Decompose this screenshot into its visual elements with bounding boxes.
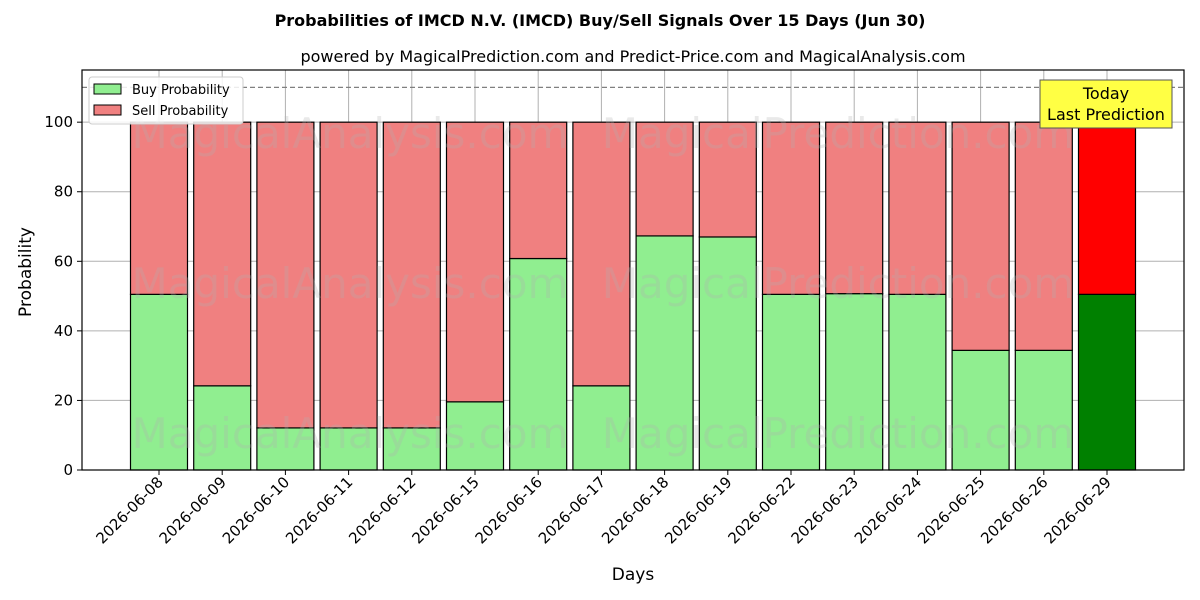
x-tick-label: 2026-06-17 <box>535 473 609 547</box>
sell-bar <box>635 121 694 237</box>
watermark-text: MagicalAnalysis.com <box>132 409 569 458</box>
sell-bar <box>698 121 757 238</box>
today-annotation-text: Last Prediction <box>1047 105 1165 124</box>
sell-bar <box>825 121 884 295</box>
buy-bar <box>509 257 568 471</box>
chart-subtitle: powered by MagicalPrediction.com and Pre… <box>300 47 965 66</box>
legend-box <box>88 76 244 125</box>
watermark-layer: MagicalAnalysis.com MagicalPrediction.com… <box>132 109 1075 458</box>
buy-bar <box>445 401 505 471</box>
y-axis-label: Probability <box>16 227 36 317</box>
x-tick-label: 2026-06-19 <box>661 473 735 547</box>
x-tick-label: 2026-06-29 <box>1040 473 1114 547</box>
x-tick-label: 2026-06-09 <box>156 473 230 547</box>
buy-bar <box>888 293 947 471</box>
y-tick-label: 80 <box>54 183 73 201</box>
buy-bar <box>761 293 821 471</box>
x-tick-label: 2026-06-26 <box>977 473 1051 547</box>
watermark-text: MagicalPrediction.com <box>602 109 1075 158</box>
sell-bar <box>951 121 1010 351</box>
sell-bar <box>1077 121 1137 295</box>
legend-swatch <box>93 83 122 95</box>
legend-swatch <box>93 104 122 116</box>
bars-layer <box>82 86 1184 471</box>
sell-bar <box>193 121 252 387</box>
sell-bar <box>572 121 631 387</box>
legend-label: Sell Probability <box>132 104 229 119</box>
sell-bar <box>761 121 821 295</box>
legend: Buy Probability Sell Probability <box>88 76 244 125</box>
buy-bar <box>572 385 631 471</box>
x-tick-label: 2026-06-24 <box>851 473 925 547</box>
today-annotation-box <box>1039 79 1173 129</box>
axes-layer <box>81 69 1185 471</box>
x-axis-label: Days <box>612 565 655 585</box>
x-tick-label: 2026-06-16 <box>472 473 546 547</box>
x-tick-label: 2026-06-25 <box>914 473 988 547</box>
x-tick-label: 2026-06-18 <box>598 473 672 547</box>
x-tick-label: 2026-06-15 <box>408 473 482 547</box>
sell-bar <box>256 121 315 429</box>
sell-bar <box>888 121 947 295</box>
buy-bar <box>1077 293 1137 471</box>
today-annotation-text: Today <box>1082 84 1129 103</box>
sell-bar <box>445 121 505 403</box>
buy-bar <box>635 235 694 471</box>
x-tick-label: 2026-06-22 <box>724 473 798 547</box>
legend-label: Buy Probability <box>132 83 230 98</box>
sell-bar <box>382 121 441 429</box>
y-tick-label: 0 <box>63 461 73 479</box>
x-tick-label: 2026-06-08 <box>92 473 166 547</box>
y-tick-label: 40 <box>54 322 73 340</box>
annotation-layer: Today Last Prediction <box>1039 79 1173 129</box>
buy-bar <box>382 427 441 471</box>
x-tick-label: 2026-06-12 <box>345 473 419 547</box>
watermark-text: MagicalPrediction.com <box>602 409 1075 458</box>
y-tick-label: 60 <box>54 252 73 270</box>
plot-frame <box>81 69 1185 471</box>
x-tick-label: 2026-06-10 <box>219 473 293 547</box>
sell-bar <box>129 121 189 295</box>
buy-bar <box>256 427 315 471</box>
watermark-text: MagicalPrediction.com <box>602 259 1075 308</box>
x-tick-label: 2026-06-11 <box>282 473 356 547</box>
y-tick-label: 20 <box>54 391 73 409</box>
sell-bar <box>319 121 378 429</box>
buy-bar <box>193 385 252 471</box>
x-tick-label: 2026-06-23 <box>788 473 862 547</box>
y-tick-label: 100 <box>44 113 73 131</box>
watermark-text: MagicalAnalysis.com <box>132 259 569 308</box>
buy-bar <box>698 236 757 471</box>
sell-bar <box>1014 121 1073 351</box>
sell-bar <box>509 121 568 260</box>
buy-bar <box>825 293 884 471</box>
chart-title: Probabilities of IMCD N.V. (IMCD) Buy/Se… <box>275 11 926 30</box>
